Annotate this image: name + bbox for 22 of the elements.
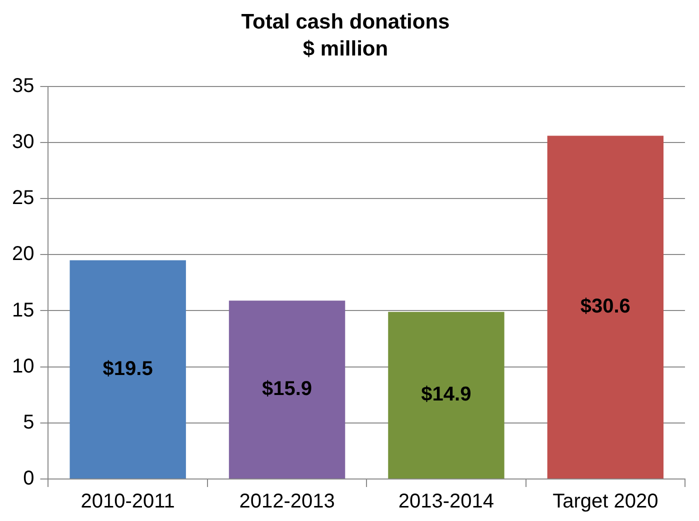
chart-title: Total cash donations	[241, 10, 450, 34]
data-label: $15.9	[262, 378, 312, 400]
y-tick-label: 10	[12, 355, 34, 378]
data-label: $14.9	[421, 384, 472, 406]
data-label: $19.5	[102, 358, 153, 380]
y-tick-label: 35	[12, 74, 34, 97]
bar	[547, 136, 664, 478]
chart-subtitle: $ million	[302, 38, 388, 61]
x-tick-label: 2012-2013	[239, 490, 335, 513]
data-label: $30.6	[580, 296, 630, 318]
y-tick-label: 30	[12, 131, 34, 153]
y-tick-label: 15	[12, 299, 34, 322]
y-tick-label: 20	[12, 243, 34, 266]
bar	[70, 260, 186, 478]
x-tick-label: 2013-2014	[398, 490, 494, 513]
y-tick-label: 5	[23, 411, 34, 434]
x-tick-label: 2010-2011	[80, 490, 175, 513]
y-tick-label: 0	[23, 468, 34, 490]
x-tick-label: Target 2020	[552, 490, 658, 513]
y-tick-label: 25	[12, 187, 34, 210]
bar	[388, 312, 504, 478]
bar	[228, 300, 346, 478]
